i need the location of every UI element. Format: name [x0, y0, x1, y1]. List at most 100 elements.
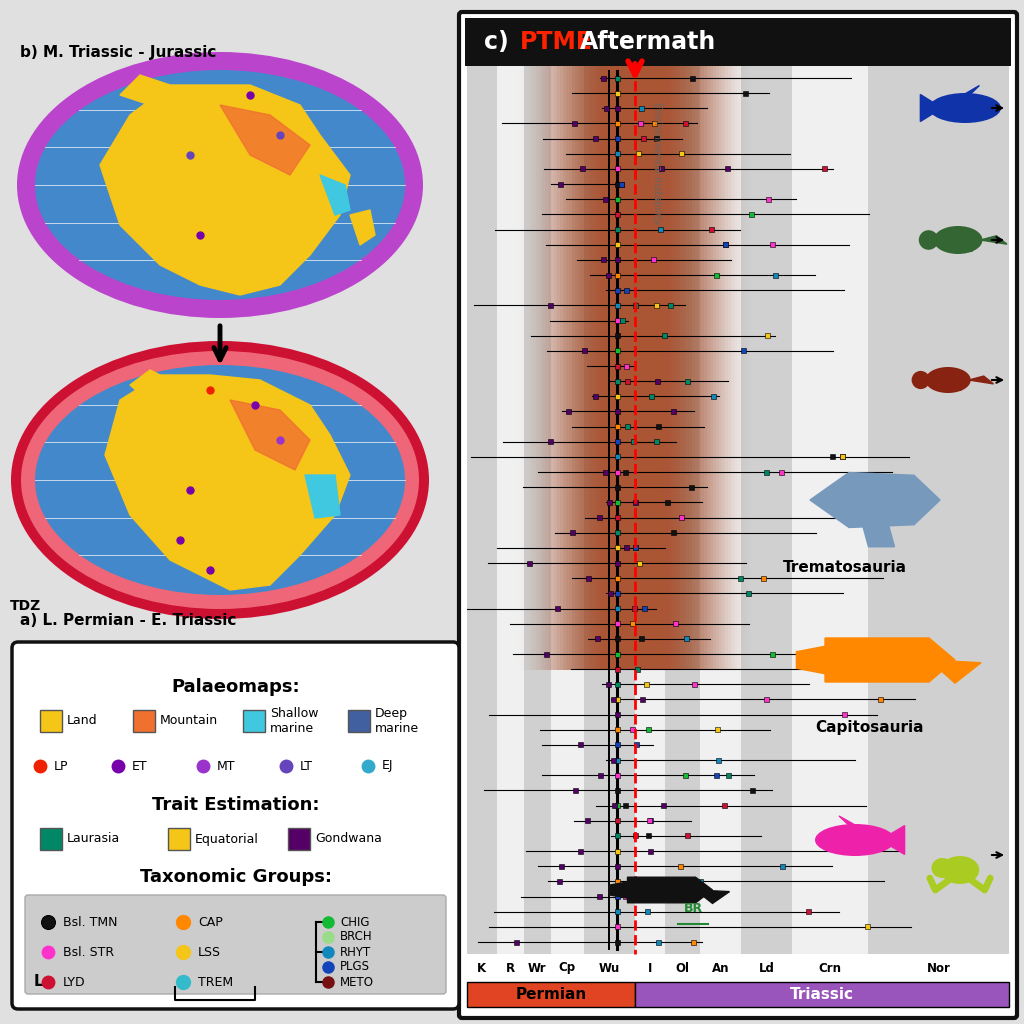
Text: LYD: LYD — [63, 976, 86, 988]
Bar — [629, 66, 641, 670]
Text: EJ: EJ — [382, 760, 393, 772]
Text: Bsl. STR: Bsl. STR — [63, 945, 114, 958]
Ellipse shape — [35, 365, 406, 595]
Bar — [644, 682, 649, 687]
Bar — [625, 379, 630, 384]
Bar — [614, 470, 620, 474]
Bar — [639, 636, 644, 641]
Ellipse shape — [35, 70, 406, 300]
Bar — [614, 348, 620, 353]
Bar — [503, 66, 767, 670]
Bar — [741, 348, 746, 353]
Bar — [482, 66, 788, 670]
Polygon shape — [862, 523, 895, 547]
Bar — [600, 76, 605, 81]
Polygon shape — [889, 825, 904, 854]
Polygon shape — [230, 400, 310, 470]
Bar — [660, 803, 666, 808]
Bar — [764, 470, 769, 474]
Bar — [646, 834, 651, 839]
Bar — [780, 863, 785, 868]
Text: MT: MT — [217, 760, 236, 772]
Text: Wu: Wu — [599, 962, 620, 975]
Bar — [697, 879, 702, 884]
Polygon shape — [319, 175, 350, 215]
Bar — [425, 66, 845, 670]
Bar — [611, 803, 616, 808]
Bar — [654, 136, 659, 141]
Bar — [683, 121, 688, 126]
Bar — [624, 803, 629, 808]
Bar — [614, 227, 620, 232]
Bar — [723, 243, 728, 247]
Bar — [624, 470, 628, 474]
Bar — [630, 894, 635, 899]
Bar — [614, 484, 620, 489]
Bar — [639, 105, 644, 111]
Bar — [614, 909, 620, 914]
Bar — [742, 91, 748, 95]
Bar — [679, 152, 684, 157]
Polygon shape — [921, 94, 935, 122]
Bar — [635, 667, 640, 672]
Bar — [614, 849, 620, 854]
Bar — [440, 66, 830, 670]
Bar — [671, 409, 676, 414]
Bar — [579, 742, 584, 748]
Bar — [614, 925, 620, 930]
Bar — [497, 66, 773, 670]
Bar — [655, 939, 660, 944]
Bar — [413, 66, 857, 670]
Bar — [620, 66, 650, 670]
Bar — [685, 379, 690, 384]
Bar — [605, 66, 665, 670]
Bar — [614, 515, 620, 520]
Bar — [542, 66, 728, 670]
Bar — [665, 66, 700, 954]
FancyBboxPatch shape — [459, 12, 1017, 1018]
Bar — [666, 500, 670, 505]
Bar — [455, 66, 815, 670]
Bar — [524, 66, 746, 670]
Bar — [654, 439, 658, 444]
Text: Cp: Cp — [559, 962, 575, 975]
Bar — [497, 66, 524, 954]
Bar — [614, 803, 620, 808]
Bar — [458, 66, 812, 670]
Polygon shape — [609, 882, 628, 898]
Bar — [467, 982, 635, 1007]
Bar — [570, 530, 575, 536]
Bar — [603, 197, 608, 202]
Bar — [766, 197, 771, 202]
Bar — [685, 834, 690, 839]
Bar — [614, 606, 620, 611]
Bar — [398, 66, 872, 670]
Bar — [594, 136, 598, 141]
Bar — [655, 424, 660, 429]
Bar — [878, 697, 883, 702]
Bar — [645, 909, 650, 914]
Text: b) M. Triassic - Jurassic: b) M. Triassic - Jurassic — [20, 45, 216, 60]
FancyBboxPatch shape — [12, 642, 459, 1009]
Bar — [620, 181, 625, 186]
Text: CAP: CAP — [198, 915, 223, 929]
Bar — [559, 863, 564, 868]
Bar — [548, 303, 553, 308]
Bar — [614, 272, 620, 278]
Text: ET: ET — [132, 760, 147, 772]
Bar — [614, 546, 620, 550]
Bar — [614, 500, 620, 505]
Bar — [633, 834, 638, 839]
Bar — [443, 66, 827, 670]
Bar — [646, 727, 651, 732]
Bar — [636, 152, 641, 157]
Bar — [648, 849, 653, 854]
Bar — [539, 66, 731, 670]
Text: L: L — [34, 975, 44, 989]
Bar — [649, 394, 654, 398]
Text: Ol: Ol — [676, 962, 689, 975]
Bar — [558, 181, 563, 186]
Polygon shape — [797, 646, 825, 674]
Bar — [614, 197, 620, 202]
Bar — [614, 863, 620, 868]
